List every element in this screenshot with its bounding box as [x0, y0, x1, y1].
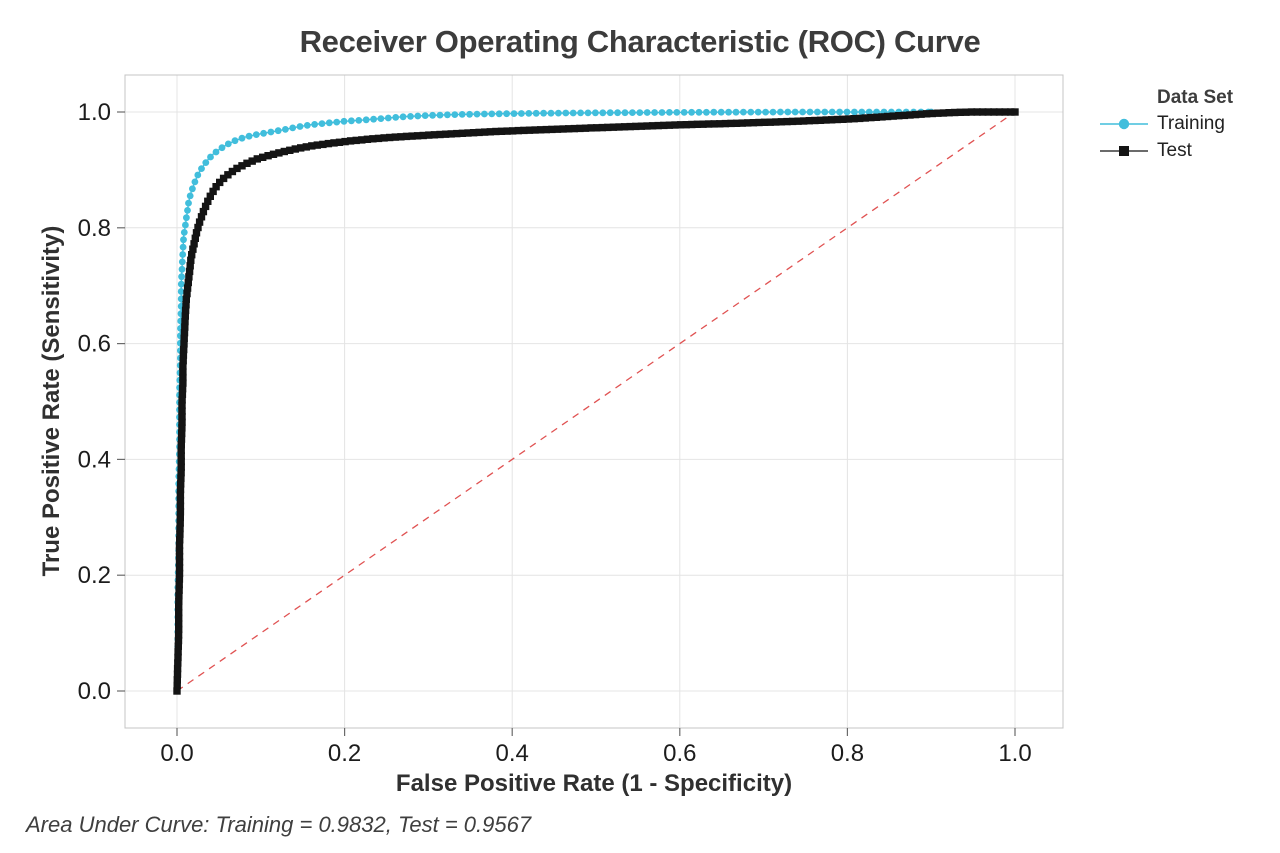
svg-text:0.4: 0.4 [78, 446, 111, 473]
legend-label-test: Test [1157, 139, 1192, 161]
svg-text:0.4: 0.4 [496, 740, 529, 767]
axis-ticks [117, 111, 1016, 736]
series-test [173, 108, 1019, 695]
svg-text:0.8: 0.8 [831, 740, 864, 767]
series-training [173, 108, 935, 695]
svg-text:0.0: 0.0 [78, 678, 111, 705]
svg-text:0.8: 0.8 [78, 215, 111, 242]
legend-title: Data Set [1157, 87, 1234, 108]
diagonal-reference-line [176, 111, 1016, 692]
x-axis-title: False Positive Rate (1 - Specificity) [395, 770, 793, 797]
legend-item-training: Training [1098, 110, 1276, 137]
legend: Data Set Training Test [1098, 86, 1276, 164]
svg-text:0.6: 0.6 [78, 331, 111, 358]
svg-text:0.2: 0.2 [78, 562, 111, 589]
test-marker-icon [1100, 145, 1148, 156]
y-tick-labels: 0.0 0.2 0.4 0.6 0.8 1.0 [78, 99, 111, 705]
x-tick-labels: 0.0 0.2 0.4 0.6 0.8 1.0 [160, 740, 1031, 767]
auc-footnote: Area Under Curve: Training = 0.9832, Tes… [26, 812, 532, 837]
svg-text:1.0: 1.0 [998, 740, 1031, 767]
y-axis-title: True Positive Rate (Sensitivity) [38, 225, 65, 577]
chart-title: Receiver Operating Characteristic (ROC) … [299, 24, 981, 59]
svg-text:0.6: 0.6 [663, 740, 696, 767]
legend-label-training: Training [1157, 112, 1225, 134]
svg-text:0.0: 0.0 [160, 740, 193, 767]
training-marker-icon [1100, 118, 1148, 129]
svg-text:0.2: 0.2 [328, 740, 361, 767]
plot-border [124, 74, 1064, 729]
gridlines [125, 75, 1063, 728]
legend-item-test: Test [1098, 137, 1276, 164]
svg-text:1.0: 1.0 [78, 99, 111, 126]
